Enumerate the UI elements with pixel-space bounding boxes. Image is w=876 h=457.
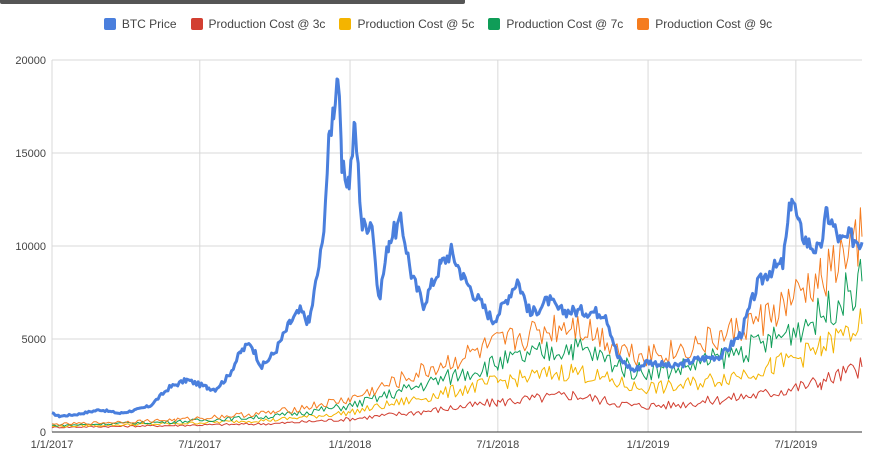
legend-label-cost-3c: Production Cost @ 3c bbox=[208, 17, 326, 31]
y-tick-label: 5000 bbox=[22, 334, 46, 346]
x-tick-label: 7/1/2017 bbox=[178, 439, 221, 451]
legend: BTC Price Production Cost @ 3c Productio… bbox=[0, 17, 876, 31]
legend-swatch-btc-price bbox=[103, 18, 116, 30]
y-tick-label: 15000 bbox=[15, 148, 46, 160]
legend-label-cost-7c: Production Cost @ 7c bbox=[506, 17, 624, 31]
x-tick-label: 1/1/2019 bbox=[627, 439, 670, 451]
series-line-production-cost-9c bbox=[51, 207, 863, 426]
x-tick-label: 7/1/2019 bbox=[774, 439, 817, 451]
y-tick-label: 20000 bbox=[15, 55, 46, 67]
legend-item-cost-5c[interactable]: Production Cost @ 5c bbox=[339, 17, 474, 31]
x-tick-label: 7/1/2018 bbox=[476, 439, 519, 451]
legend-label-cost-5c: Production Cost @ 5c bbox=[357, 17, 475, 31]
legend-item-btc-price[interactable]: BTC Price bbox=[103, 17, 177, 31]
y-tick-label: 0 bbox=[40, 427, 46, 439]
series-line-production-cost-5c bbox=[51, 308, 863, 428]
series-line-btc-price bbox=[51, 77, 864, 419]
x-axis-ticks: 1/1/2017 7/1/2017 1/1/2018 7/1/2018 1/1/2019… bbox=[31, 439, 818, 451]
legend-label-cost-9c: Production Cost @ 9c bbox=[655, 17, 773, 31]
x-tick-label: 1/1/2017 bbox=[31, 439, 74, 451]
y-axis-ticks: 0 5000 10000 15000 20000 bbox=[15, 55, 46, 439]
legend-swatch-cost-5c bbox=[339, 18, 352, 30]
series-line-production-cost-7c bbox=[51, 258, 863, 427]
cropped-title-fragment bbox=[0, 0, 470, 4]
y-tick-label: 10000 bbox=[15, 241, 46, 253]
legend-swatch-cost-9c bbox=[637, 18, 650, 30]
legend-label-btc-price: BTC Price bbox=[121, 17, 177, 31]
legend-item-cost-3c[interactable]: Production Cost @ 3c bbox=[190, 17, 326, 31]
series-line-production-cost-3c bbox=[51, 357, 863, 429]
legend-swatch-cost-7c bbox=[488, 18, 501, 30]
legend-swatch-cost-3c bbox=[190, 18, 203, 30]
legend-item-cost-7c[interactable]: Production Cost @ 7c bbox=[488, 17, 623, 31]
series-lines bbox=[51, 77, 864, 429]
x-tick-label: 1/1/2018 bbox=[329, 439, 372, 451]
legend-item-cost-9c[interactable]: Production Cost @ 9c bbox=[637, 17, 772, 31]
